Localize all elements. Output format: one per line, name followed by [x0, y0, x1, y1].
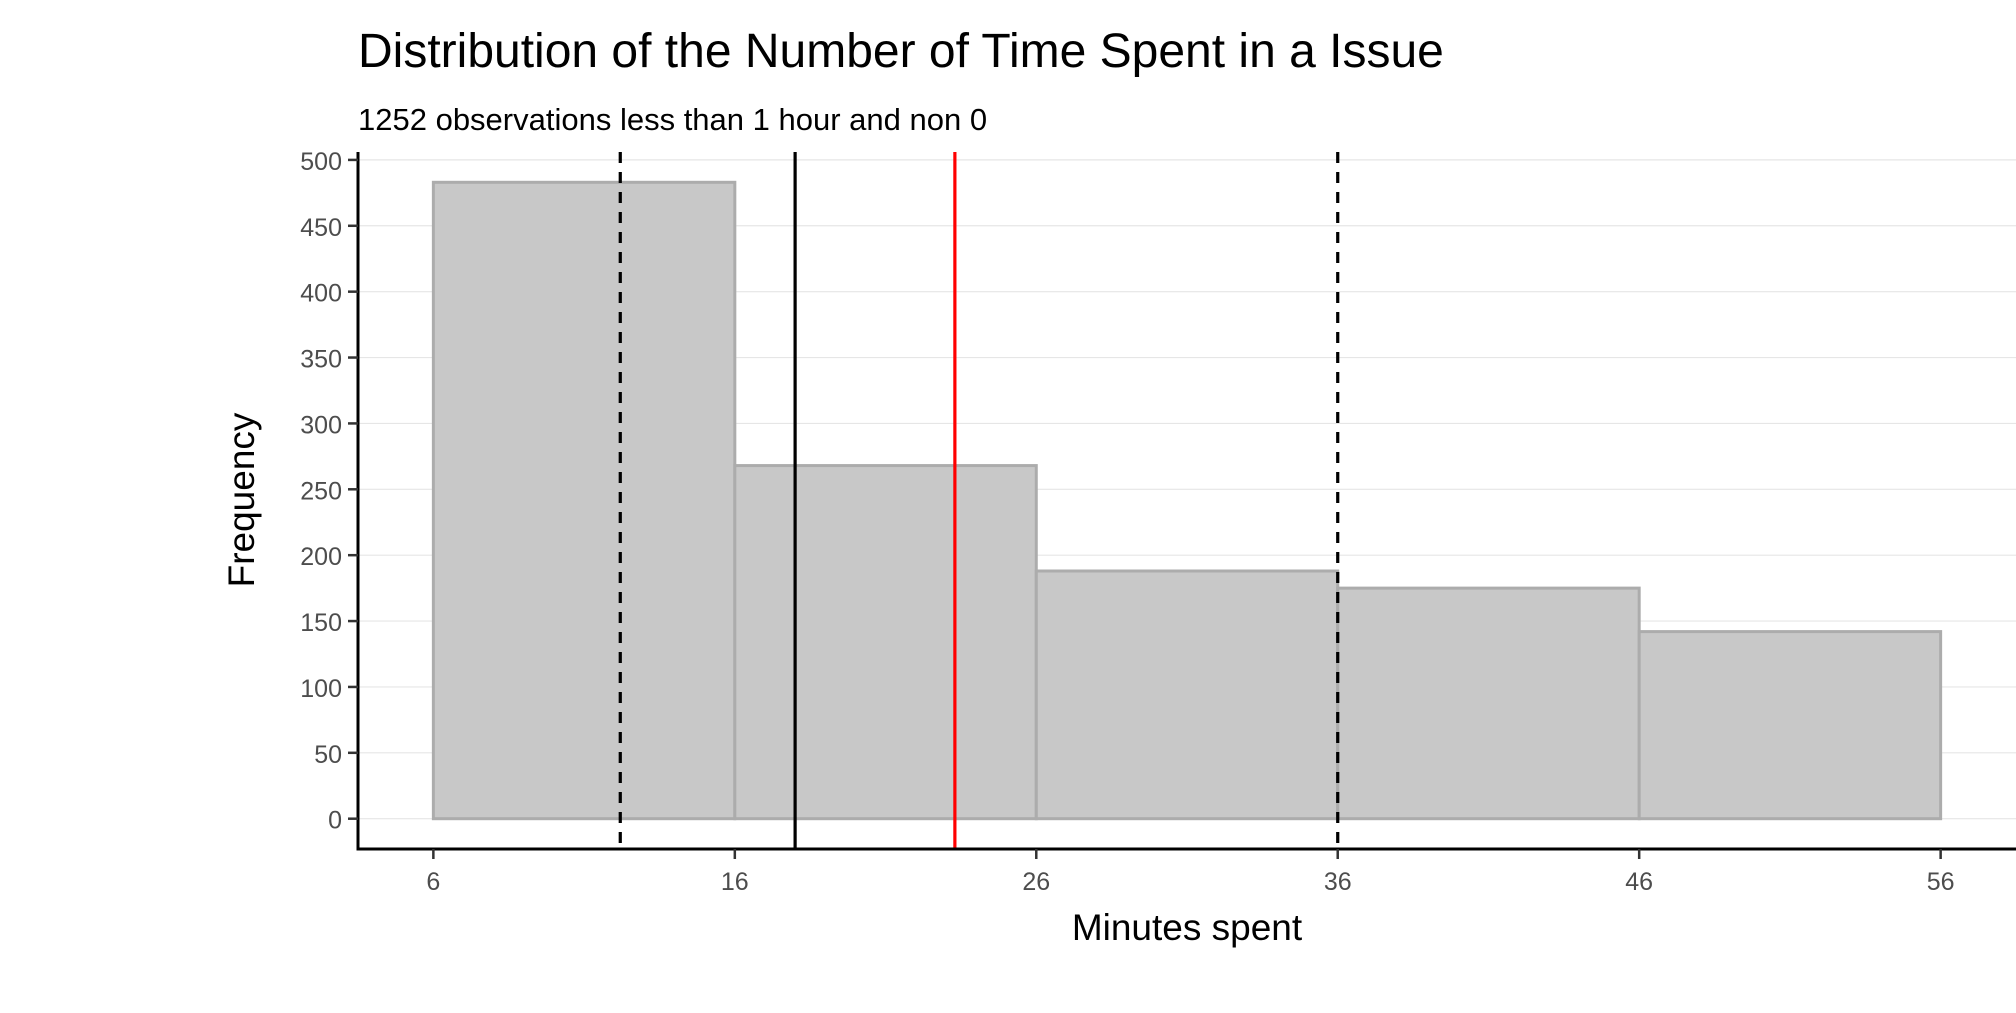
chart-subtitle: 1252 observations less than 1 hour and n… [358, 102, 987, 137]
x-tick-label: 26 [1022, 868, 1050, 896]
y-axis-title: Frequency [221, 412, 262, 587]
histogram-bar [733, 464, 1038, 821]
histogram-bar [1034, 569, 1340, 821]
y-tick-label: 200 [300, 543, 342, 571]
y-tick-label: 150 [300, 609, 342, 637]
chart-title: Distribution of the Number of Time Spent… [358, 25, 1444, 78]
y-tick-label: 50 [314, 741, 342, 769]
x-tick-label: 36 [1324, 868, 1352, 896]
reference-lines [618, 152, 1340, 849]
x-tick-label: 6 [426, 868, 440, 896]
histogram-bar [431, 180, 737, 821]
y-tick-label: 450 [300, 214, 342, 242]
y-tick-label: 0 [328, 807, 342, 835]
x-tick-label: 56 [1927, 868, 1955, 896]
axes [348, 152, 2016, 859]
y-tick-label: 400 [300, 280, 342, 308]
x-tick-label: 46 [1625, 868, 1653, 896]
y-tick-label: 300 [300, 411, 342, 439]
y-tick-label: 100 [300, 675, 342, 703]
tick-labels: 0 50 100 150 200 250 300 350 400 450 500 6 16 26 36 46 5… [300, 148, 1954, 896]
y-tick-label: 250 [300, 477, 342, 505]
x-axis-title: Minutes spent [1072, 907, 1303, 948]
y-tick-label: 500 [300, 148, 342, 176]
histogram-bar [1336, 586, 1641, 821]
histogram-bar [1637, 630, 1943, 821]
x-tick-label: 16 [721, 868, 749, 896]
histogram-bars [431, 180, 1943, 821]
y-tick-label: 350 [300, 346, 342, 374]
